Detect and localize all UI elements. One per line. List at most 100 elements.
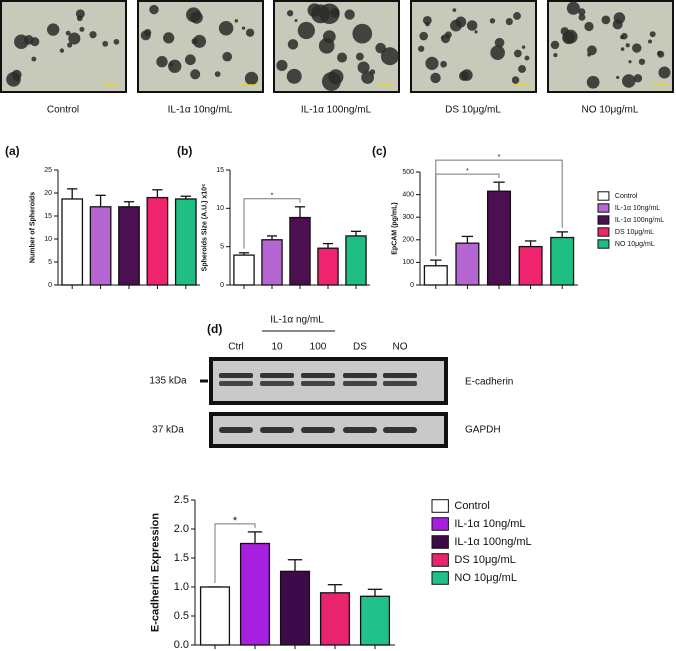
significance-label: * xyxy=(233,515,238,527)
image-caption: IL-1α 100ng/mL xyxy=(301,105,372,116)
legend-swatch xyxy=(597,203,610,213)
band xyxy=(219,373,253,378)
spheroid xyxy=(419,31,428,41)
band xyxy=(343,381,377,386)
spheroid xyxy=(31,56,37,62)
spheroid xyxy=(102,40,109,47)
spheroid xyxy=(76,15,83,22)
lane-label: NO xyxy=(393,342,408,353)
significance-label: * xyxy=(271,193,274,200)
bar xyxy=(61,198,84,286)
spheroid xyxy=(440,35,445,40)
y-tick-label: 0.0 xyxy=(174,639,189,651)
spheroid xyxy=(234,19,239,23)
spheroid xyxy=(452,8,457,12)
spheroid xyxy=(648,39,653,44)
lane-label: 100 xyxy=(310,342,327,353)
spheroid xyxy=(566,1,580,15)
band xyxy=(301,381,335,386)
significance-label: * xyxy=(466,168,469,175)
spheroid xyxy=(489,18,496,24)
spheroid xyxy=(633,74,643,83)
band xyxy=(343,373,377,378)
spheroid xyxy=(59,48,65,53)
y-tick-label: 5 xyxy=(48,259,52,266)
spheroid xyxy=(184,54,196,66)
spheroid xyxy=(193,34,207,48)
band xyxy=(301,427,335,433)
y-tick-label: 500 xyxy=(402,169,414,176)
spheroid xyxy=(319,3,340,24)
spheroid xyxy=(89,31,97,39)
lane-label: 10 xyxy=(271,342,283,353)
spheroid xyxy=(113,38,120,45)
y-tick-label: 200 xyxy=(402,237,414,244)
y-tick-label: 15 xyxy=(216,167,224,174)
protein-label: GAPDH xyxy=(465,425,501,436)
image-caption: IL-1α 10ng/mL xyxy=(168,105,233,116)
y-tick-label: 2.0 xyxy=(174,523,189,535)
spheroid xyxy=(430,72,441,84)
spheroid xyxy=(13,75,20,82)
spheroid xyxy=(578,13,586,21)
spheroid xyxy=(422,15,432,25)
y-tick-label: 25 xyxy=(44,167,52,174)
lane-label: Ctrl xyxy=(228,342,244,353)
spheroid xyxy=(355,52,364,61)
spheroid xyxy=(622,74,636,88)
legend-label: NO 10μg/mL xyxy=(454,572,517,584)
bar xyxy=(550,236,575,286)
significance-bracket xyxy=(435,159,563,257)
band xyxy=(343,427,377,433)
spheroid xyxy=(621,32,628,40)
bar xyxy=(423,265,448,286)
y-tick-label: 10 xyxy=(216,205,224,212)
bar xyxy=(174,198,197,286)
legend-swatch xyxy=(431,553,449,567)
spheroid xyxy=(149,4,159,15)
spheroid xyxy=(294,19,298,23)
spheroid xyxy=(47,23,60,36)
spheroid xyxy=(560,27,569,36)
spheroid xyxy=(628,60,632,64)
image-caption: DS 10μg/mL xyxy=(445,105,501,116)
spheroid xyxy=(586,75,600,89)
bar xyxy=(289,216,311,286)
lane-label: DS xyxy=(353,342,367,353)
band xyxy=(301,373,335,378)
bar xyxy=(319,592,351,646)
marker-label: 135 kDa xyxy=(149,376,187,387)
spheroid xyxy=(550,40,560,50)
spheroid xyxy=(244,71,259,86)
spheroid xyxy=(612,19,623,30)
legend-label: Control xyxy=(615,193,638,200)
spheroid xyxy=(297,21,315,40)
spheroid xyxy=(286,10,294,17)
y-tick-label: 100 xyxy=(402,259,414,266)
spheroid xyxy=(658,66,671,79)
spheroid xyxy=(245,28,255,37)
spheroid xyxy=(587,45,597,56)
panel-label: (a) xyxy=(5,144,20,158)
spheroid xyxy=(156,56,168,68)
spheroid xyxy=(380,47,399,66)
y-tick-label: 0 xyxy=(220,282,224,289)
bar xyxy=(455,242,480,286)
bar xyxy=(317,247,339,286)
spheroid xyxy=(190,11,203,24)
y-tick-label: 0.5 xyxy=(174,610,189,622)
spheroid xyxy=(218,21,234,36)
spheroid xyxy=(318,37,335,54)
band xyxy=(260,373,294,378)
spheroid xyxy=(587,52,591,57)
legend-label: Control xyxy=(454,500,489,512)
spheroid xyxy=(578,8,586,16)
spheroid xyxy=(584,21,594,32)
spheroid xyxy=(513,12,521,20)
spheroid xyxy=(490,45,505,60)
image-caption: Control xyxy=(47,105,79,116)
spheroid xyxy=(222,51,233,62)
spheroid xyxy=(494,37,505,48)
y-axis-label: E-cadherin Expression xyxy=(149,513,161,632)
y-axis-label: EpCAM (pg/mL) xyxy=(392,202,399,255)
